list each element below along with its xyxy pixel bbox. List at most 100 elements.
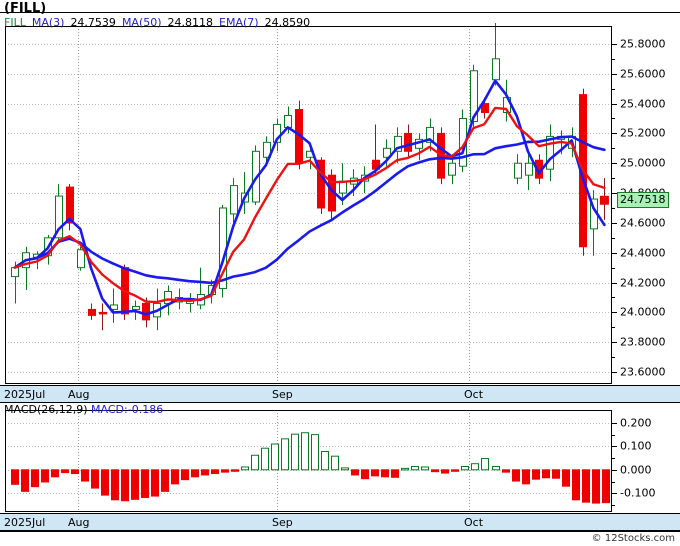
legend-ema7-label: EMA(7) xyxy=(219,16,259,29)
price-axis-label: 25.6000 xyxy=(620,67,666,81)
macd-panel-border xyxy=(5,410,612,512)
legend-ma3-label: MA(3) xyxy=(31,16,65,29)
macd-histogram-bar xyxy=(61,469,69,474)
xaxis-label-aug: Aug xyxy=(68,516,90,529)
candlestick xyxy=(426,118,434,152)
legend-ma50-value: 24.8118 xyxy=(167,16,214,29)
price-axis-label: 25.2000 xyxy=(620,126,666,140)
price-axis-label: 25.8000 xyxy=(620,37,666,51)
macd-histogram-bar xyxy=(451,469,459,472)
candlestick xyxy=(546,124,554,182)
legend-ma3-value: 24.7539 xyxy=(70,16,116,29)
xaxis-label-2025jul: 2025Jul xyxy=(4,388,46,401)
macd-histogram-bar xyxy=(181,469,189,481)
price-panel-bg xyxy=(5,26,612,384)
candlestick xyxy=(99,303,107,331)
macd-histogram-bar xyxy=(552,469,560,479)
macd-histogram-bar xyxy=(161,469,169,492)
macd-histogram-bar xyxy=(291,433,299,471)
price-legend: FILL MA(3) 24.7539 MA(50) 24.8118 EMA(7) 24.85… xyxy=(4,16,316,29)
macd-histogram-bar xyxy=(141,469,149,498)
xaxis-label-oct: Oct xyxy=(464,516,484,529)
macd-histogram-bar xyxy=(592,469,600,504)
macd-histogram-bar xyxy=(41,469,49,483)
macd-histogram-bar xyxy=(431,469,439,473)
macd-histogram-bar xyxy=(542,469,550,479)
macd-legend: MACD(26,12,9) MACD:-0.186 xyxy=(4,403,163,416)
candlestick xyxy=(77,246,85,271)
macd-histogram-bar xyxy=(351,469,359,476)
macd-histogram-bar xyxy=(271,443,279,471)
ma50-line xyxy=(13,135,606,285)
price-axis-label: 25.0000 xyxy=(620,156,666,170)
macd-histogram-bar xyxy=(401,467,409,471)
macd-histogram-bar xyxy=(361,469,369,480)
macd-histogram-bar xyxy=(471,463,479,471)
macd-histogram-bar xyxy=(121,469,129,502)
macd-axis-label: 0.200 xyxy=(620,416,652,430)
macd-histogram-bar xyxy=(31,469,39,488)
price-xaxis-band: 2025Jul Aug Sep Oct xyxy=(0,385,680,403)
macd-histogram-bar xyxy=(582,469,590,503)
macd-histogram-bar xyxy=(281,438,289,471)
macd-histogram-bar xyxy=(251,454,259,471)
macd-histogram-bar xyxy=(381,469,389,478)
candlestick xyxy=(273,118,281,152)
xaxis-label-2025jul: 2025Jul xyxy=(4,516,46,529)
macd-histogram-bar xyxy=(91,469,99,489)
macd-histogram-bar xyxy=(411,466,419,471)
price-axis-label: 25.4000 xyxy=(620,97,666,111)
macd-histogram-bar xyxy=(331,455,339,471)
price-panel-border xyxy=(5,26,612,384)
macd-axis-label: 0.000 xyxy=(620,463,652,477)
xaxis-label-aug: Aug xyxy=(68,388,90,401)
macd-histogram-bar xyxy=(341,467,349,471)
page-title: (FILL) xyxy=(4,1,47,16)
macd-histogram-bar xyxy=(191,469,199,478)
price-axis-label: 24.0000 xyxy=(620,305,666,319)
macd-histogram-bar xyxy=(562,469,570,487)
price-axis-label: 24.4000 xyxy=(620,246,666,260)
current-price-tag: 24.7518 xyxy=(617,192,669,209)
candlestick xyxy=(230,178,238,223)
price-axis-label: 23.8000 xyxy=(620,335,666,349)
macd-histogram-bar xyxy=(371,469,379,477)
macd-histogram-bar xyxy=(11,469,19,485)
price-axis-label: 24.2000 xyxy=(620,276,666,290)
candlestick xyxy=(88,303,96,320)
macd-histogram-bar xyxy=(311,434,319,471)
macd-histogram-bar xyxy=(51,469,59,478)
macd-histogram-bar xyxy=(532,469,540,480)
macd-histogram-bar xyxy=(512,469,520,482)
macd-histogram-bar xyxy=(301,432,309,471)
candlestick xyxy=(404,124,412,158)
macd-histogram-bar xyxy=(441,469,449,474)
macd-histogram-bar xyxy=(131,469,139,500)
candlestick xyxy=(514,154,522,185)
macd-histogram-bar xyxy=(572,469,580,501)
macd-axis-label: -0.100 xyxy=(620,486,656,500)
candlestick xyxy=(317,157,325,214)
legend-ema7-value: 24.8590 xyxy=(264,16,311,29)
xaxis-label-oct: Oct xyxy=(464,388,484,401)
macd-histogram-bar xyxy=(321,451,329,471)
macd-histogram-bar xyxy=(481,458,489,471)
legend-symbol: FILL xyxy=(4,16,26,29)
price-axis-label: 24.6000 xyxy=(620,216,666,230)
copyright-notice: © 12Stocks.com xyxy=(591,533,675,544)
macd-histogram-bar xyxy=(492,466,500,471)
macd-histogram-bar xyxy=(21,469,29,492)
macd-value: MACD:-0.186 xyxy=(91,403,164,416)
macd-histogram-bar xyxy=(231,469,239,472)
macd-histogram-bar xyxy=(461,466,469,471)
macd-axis-label: 0.100 xyxy=(620,439,652,453)
legend-ma50-label: MA(50) xyxy=(121,16,162,29)
macd-histogram-bar xyxy=(151,469,159,497)
ema7-line xyxy=(13,106,606,304)
macd-histogram-bar xyxy=(111,469,119,501)
candlestick xyxy=(66,184,74,231)
macd-histogram-bar xyxy=(241,466,249,471)
macd-histogram-bar xyxy=(602,469,610,504)
